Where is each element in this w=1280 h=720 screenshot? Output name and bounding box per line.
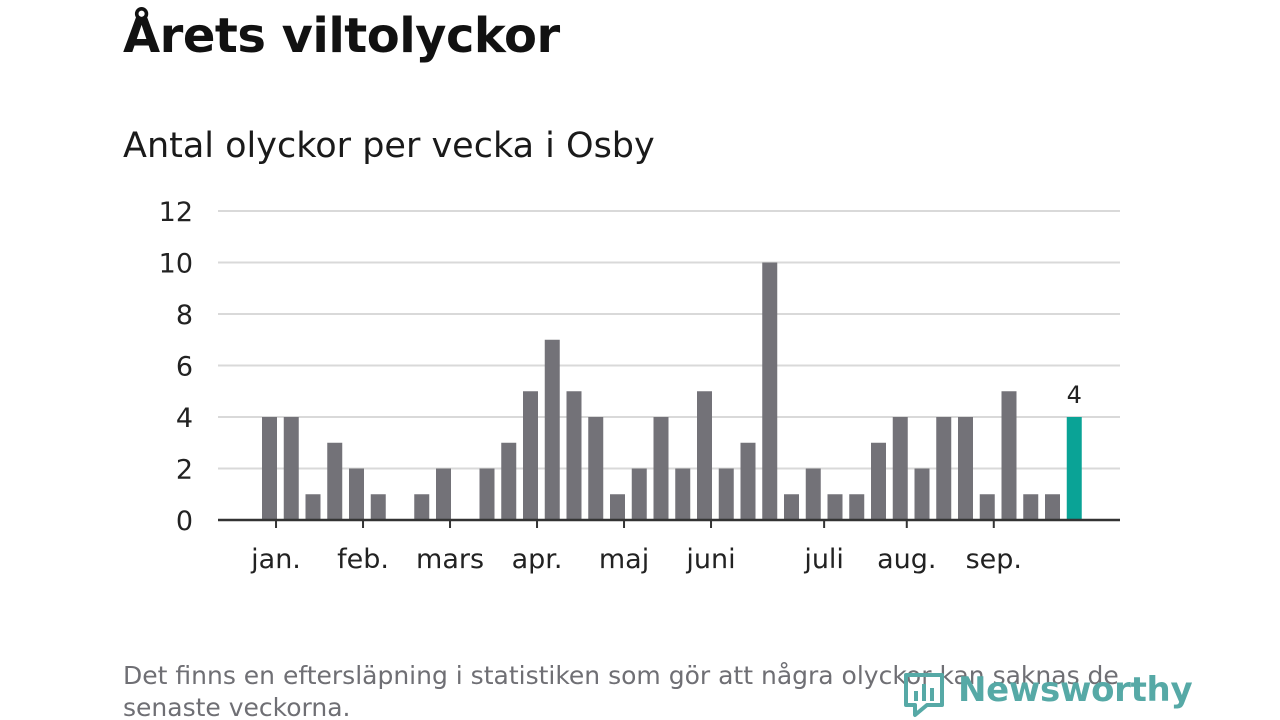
bar <box>1045 494 1060 520</box>
bar <box>914 468 930 520</box>
x-tick-label: jan. <box>250 544 301 575</box>
bar <box>958 417 973 520</box>
bar <box>283 417 299 520</box>
bar <box>675 468 691 520</box>
bar <box>871 442 886 520</box>
x-tick-label: aug. <box>877 544 936 575</box>
y-tick-label: 12 <box>159 197 193 228</box>
x-tick-label: maj <box>599 544 649 575</box>
y-tick-label: 0 <box>176 506 193 537</box>
bar <box>827 494 843 520</box>
bar <box>262 417 277 520</box>
bar <box>436 468 451 520</box>
brand-name: Newsworthy <box>958 670 1193 710</box>
y-tick-label: 6 <box>176 352 193 383</box>
bar <box>805 468 821 520</box>
y-tick-label: 2 <box>176 455 193 486</box>
bar <box>979 494 995 520</box>
newsworthy-logo-icon <box>904 673 944 717</box>
bar <box>566 391 582 520</box>
bar <box>849 494 865 520</box>
bar-highlight <box>1066 417 1082 520</box>
x-tick-label: juli <box>803 544 844 575</box>
bar <box>588 417 604 520</box>
bar <box>892 417 908 520</box>
bar <box>697 391 712 520</box>
bar <box>762 262 778 520</box>
bar <box>784 494 799 520</box>
bar <box>740 442 756 520</box>
bar <box>631 468 647 520</box>
bar <box>305 494 321 520</box>
bar <box>718 468 734 520</box>
bar <box>479 468 495 520</box>
x-tick-label: mars <box>416 544 484 575</box>
bar <box>349 468 364 520</box>
page-title: Årets viltolyckor <box>123 8 560 64</box>
chart-subtitle: Antal olyckor per vecka i Osby <box>123 126 655 166</box>
bar <box>653 417 669 520</box>
bar <box>544 339 560 520</box>
y-tick-label: 10 <box>159 249 193 280</box>
bar <box>1001 391 1017 520</box>
x-tick-label: feb. <box>337 544 389 575</box>
data-label: 4 <box>1067 381 1082 409</box>
brand-logo: Newsworthy <box>903 668 1193 720</box>
bar <box>1023 494 1039 520</box>
x-tick-label: sep. <box>966 544 1022 575</box>
bar <box>936 417 952 520</box>
y-tick-label: 4 <box>176 403 193 434</box>
x-tick-label: apr. <box>512 544 563 575</box>
bar <box>523 391 538 520</box>
bar <box>501 442 517 520</box>
bar-chart: 0 2 4 6 8 10 12 4 jan. feb. mars apr. maj juni juli aug… <box>159 197 1120 575</box>
y-tick-label: 8 <box>176 300 193 331</box>
x-tick-label: juni <box>685 544 735 575</box>
footnote: Det finns en eftersläpning i statistiken… <box>123 661 1119 720</box>
bar <box>370 494 386 520</box>
bar <box>414 494 430 520</box>
bar <box>327 442 343 520</box>
bar <box>610 494 625 520</box>
